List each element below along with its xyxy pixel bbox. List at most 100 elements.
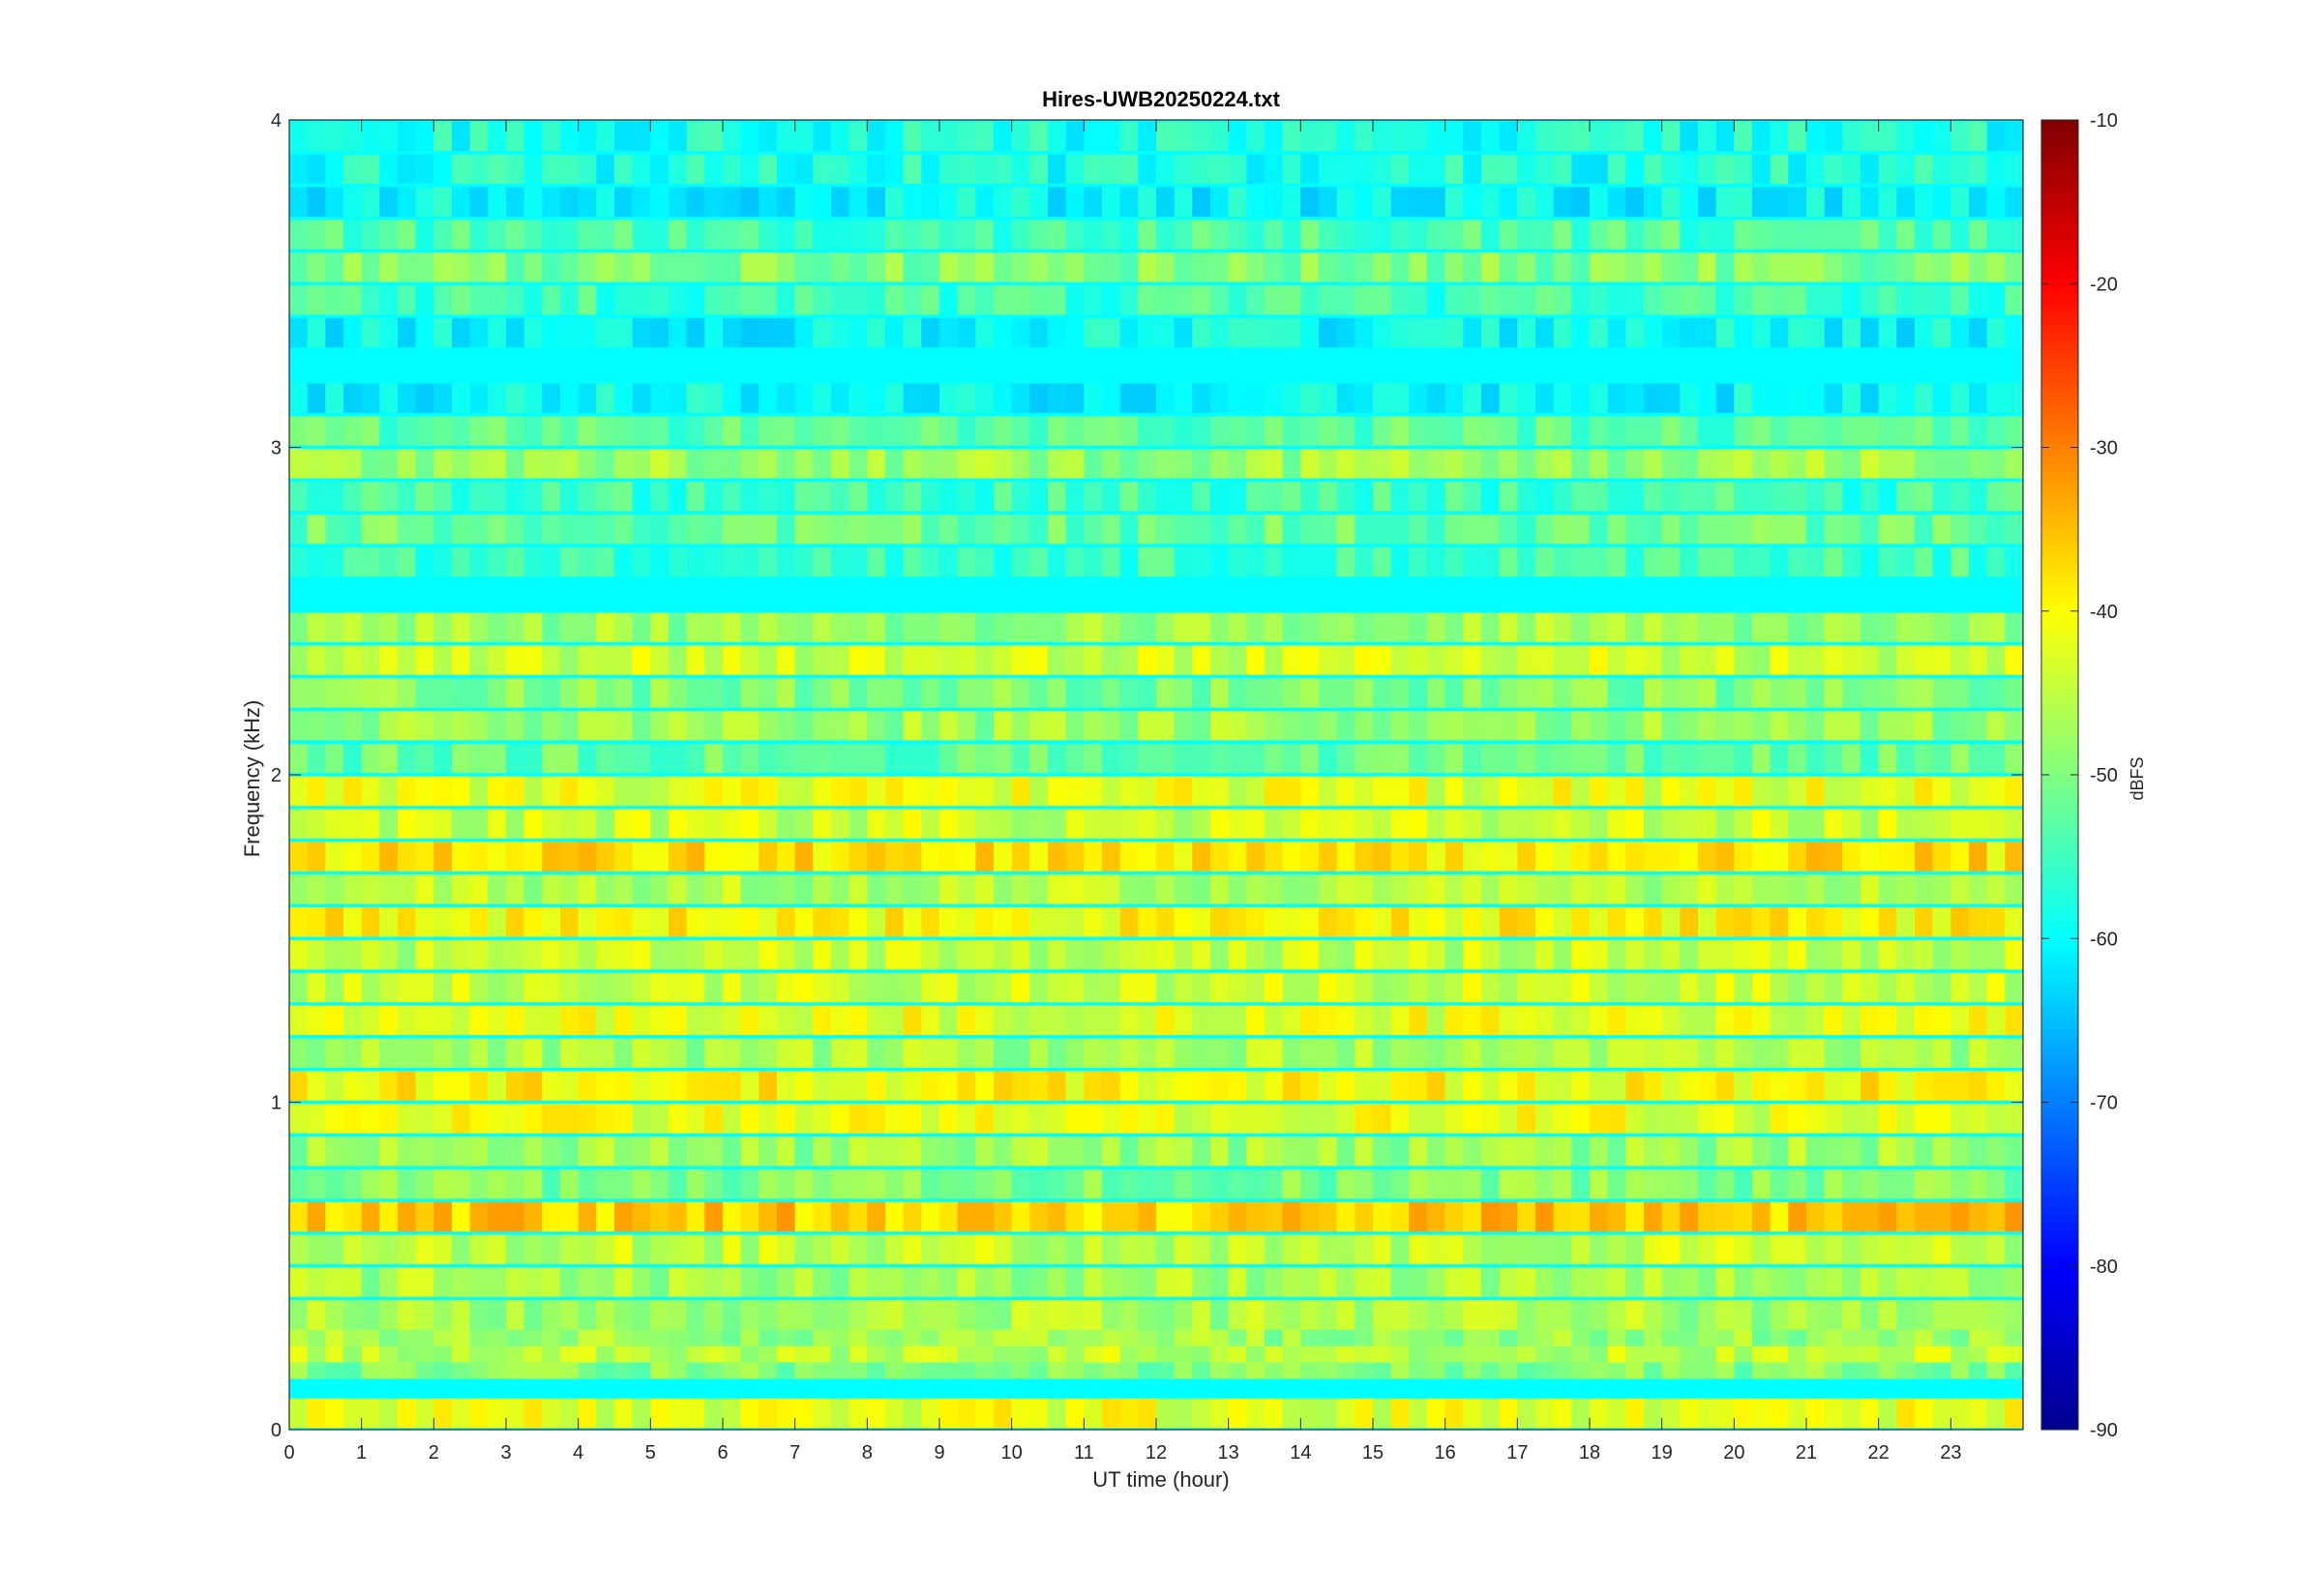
heatmap-cell xyxy=(596,482,615,512)
heatmap-cell xyxy=(1228,645,1247,675)
heatmap-cell xyxy=(1625,939,1645,970)
heatmap-cell xyxy=(1354,1201,1374,1232)
heatmap-cell xyxy=(1409,1300,1428,1330)
heatmap-cell xyxy=(523,284,543,315)
heatmap-cell xyxy=(1336,874,1355,904)
heatmap-cell xyxy=(1896,1137,1916,1167)
heatmap-cell xyxy=(903,383,922,413)
heatmap-cell xyxy=(1065,1234,1085,1265)
heatmap-cell xyxy=(415,482,434,512)
x-tick-label: 19 xyxy=(1652,1442,1673,1463)
heatmap-cell xyxy=(1336,776,1355,807)
heatmap-cell xyxy=(1084,907,1103,937)
heatmap-cell xyxy=(794,645,814,675)
heatmap-cell xyxy=(1102,547,1121,577)
heatmap-cell xyxy=(488,284,507,315)
heatmap-cell xyxy=(1861,1005,1880,1036)
heatmap-cell xyxy=(1246,1201,1265,1232)
heatmap-cell xyxy=(1373,776,1392,807)
heatmap-cell xyxy=(1752,874,1771,904)
heatmap-cell xyxy=(1806,710,1826,741)
heatmap-cell xyxy=(506,514,525,545)
heatmap-cell xyxy=(1571,645,1591,675)
heatmap-cell xyxy=(1481,1038,1501,1068)
heatmap-cell xyxy=(848,1071,868,1101)
heatmap-cell xyxy=(994,284,1013,315)
heatmap-cell xyxy=(1698,1398,1717,1429)
heatmap-cell xyxy=(289,776,309,807)
heatmap-cell xyxy=(740,187,759,217)
heatmap-cell xyxy=(1048,449,1067,479)
heatmap-cell xyxy=(469,547,489,577)
heatmap-cell xyxy=(975,1267,995,1297)
heatmap-cell xyxy=(686,842,705,872)
heatmap-cell xyxy=(777,645,796,675)
heatmap-cell xyxy=(1680,154,1699,184)
heatmap-cell xyxy=(1698,907,1717,937)
heatmap-cell xyxy=(1842,1168,1861,1199)
heatmap-cell xyxy=(1228,547,1247,577)
heatmap-cell xyxy=(1806,317,1826,348)
heatmap-cell xyxy=(1517,317,1536,348)
heatmap-cell xyxy=(1499,220,1518,250)
heatmap-cell xyxy=(1065,645,1085,675)
heatmap-cell xyxy=(1661,284,1681,315)
heatmap-cell xyxy=(957,1104,976,1134)
heatmap-cell xyxy=(289,939,309,970)
heatmap-cell xyxy=(1084,1300,1103,1330)
heatmap-cell xyxy=(1788,1398,1807,1429)
heatmap-cell xyxy=(542,1168,561,1199)
heatmap-cell xyxy=(1788,220,1807,250)
heatmap-cell xyxy=(1553,1234,1572,1265)
heatmap-cell xyxy=(488,1201,507,1232)
heatmap-cell xyxy=(1715,154,1735,184)
heatmap-cell xyxy=(398,972,417,1003)
heatmap-cell xyxy=(650,874,670,904)
heatmap-cell xyxy=(777,939,796,970)
heatmap-cell xyxy=(1878,383,1897,413)
heatmap-cell xyxy=(994,416,1013,446)
heatmap-cell xyxy=(867,842,886,872)
heatmap-cell xyxy=(1499,416,1518,446)
heatmap-cell xyxy=(1861,284,1880,315)
heatmap-cell xyxy=(1319,874,1338,904)
heatmap-cell xyxy=(1444,874,1464,904)
heatmap-cell xyxy=(632,1071,651,1101)
heatmap-cell xyxy=(1246,154,1265,184)
heatmap-cell xyxy=(398,645,417,675)
heatmap-cell xyxy=(488,743,507,774)
heatmap-cell xyxy=(1644,1398,1663,1429)
heatmap-cell xyxy=(289,678,309,708)
heatmap-cell xyxy=(469,252,489,282)
heatmap-cell xyxy=(1463,678,1482,708)
heatmap-cell xyxy=(1427,121,1446,152)
heatmap-cell xyxy=(1444,645,1464,675)
heatmap-cell xyxy=(1517,383,1536,413)
heatmap-cell xyxy=(523,220,543,250)
heatmap-cell xyxy=(831,776,850,807)
colorbar-ticks: -10-20-30-40-50-60-70-80-90 xyxy=(2041,110,2118,1441)
heatmap-cell xyxy=(1011,1104,1030,1134)
heatmap-cell xyxy=(1861,972,1880,1003)
heatmap-cell xyxy=(1119,514,1139,545)
heatmap-cell xyxy=(831,678,850,708)
heatmap-cell xyxy=(1752,1005,1771,1036)
heatmap-cell xyxy=(1806,187,1826,217)
heatmap-cell xyxy=(506,1038,525,1068)
heatmap-cell xyxy=(1354,482,1374,512)
heatmap-cell xyxy=(325,1398,344,1429)
heatmap-cell xyxy=(650,645,670,675)
heatmap-cell xyxy=(2005,220,2024,250)
heatmap-cell xyxy=(1011,220,1030,250)
heatmap-cell xyxy=(1625,1137,1645,1167)
heatmap-cell xyxy=(2005,678,2024,708)
heatmap-cell xyxy=(1644,449,1663,479)
heatmap-cell xyxy=(1896,678,1916,708)
heatmap-cell xyxy=(1571,809,1591,839)
heatmap-cell xyxy=(506,1168,525,1199)
heatmap-cell xyxy=(723,1267,742,1297)
heatmap-cell xyxy=(1336,1137,1355,1167)
heatmap-cell xyxy=(1878,939,1897,970)
heatmap-cell xyxy=(1210,1234,1230,1265)
heatmap-cell xyxy=(1535,220,1555,250)
